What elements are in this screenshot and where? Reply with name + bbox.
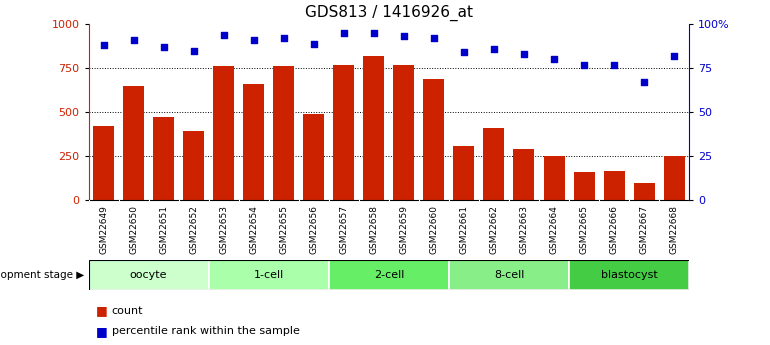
Bar — [329, 260, 449, 290]
Text: GSM22656: GSM22656 — [310, 205, 318, 254]
Bar — [569, 260, 689, 290]
Bar — [333, 65, 354, 200]
Text: GSM22664: GSM22664 — [550, 205, 558, 254]
Bar — [363, 56, 384, 200]
Point — [548, 57, 561, 62]
Text: count: count — [112, 306, 143, 315]
Text: GSM22649: GSM22649 — [99, 205, 108, 254]
Point — [217, 32, 229, 38]
Bar — [89, 260, 209, 290]
Point — [337, 30, 350, 36]
Text: development stage ▶: development stage ▶ — [0, 270, 85, 280]
Bar — [303, 114, 324, 200]
Bar — [153, 117, 174, 200]
Text: ■: ■ — [96, 325, 108, 338]
Bar — [243, 84, 264, 200]
Bar — [484, 128, 504, 200]
Text: 8-cell: 8-cell — [494, 270, 524, 280]
Bar — [574, 172, 594, 200]
Bar — [454, 146, 474, 200]
Text: oocyte: oocyte — [130, 270, 167, 280]
Bar — [213, 66, 234, 200]
Text: GSM22661: GSM22661 — [460, 205, 468, 254]
Bar — [634, 183, 654, 200]
Text: 2-cell: 2-cell — [373, 270, 404, 280]
Point — [638, 79, 650, 85]
Text: GSM22668: GSM22668 — [670, 205, 678, 254]
Bar — [544, 156, 564, 200]
Text: percentile rank within the sample: percentile rank within the sample — [112, 326, 300, 336]
Point — [368, 30, 380, 36]
Bar — [183, 131, 204, 200]
Text: GSM22662: GSM22662 — [490, 205, 498, 254]
Text: GSM22660: GSM22660 — [430, 205, 438, 254]
Point — [578, 62, 591, 67]
Bar — [93, 126, 114, 200]
Point — [127, 37, 140, 43]
Point — [517, 51, 530, 57]
Text: GSM22653: GSM22653 — [219, 205, 228, 254]
Bar — [604, 171, 624, 200]
Point — [277, 36, 290, 41]
Bar — [123, 86, 144, 200]
Bar — [393, 65, 414, 200]
Text: 1-cell: 1-cell — [253, 270, 284, 280]
Text: GSM22651: GSM22651 — [159, 205, 168, 254]
Text: GSM22650: GSM22650 — [129, 205, 138, 254]
Point — [248, 37, 260, 43]
Point — [457, 50, 470, 55]
Text: GSM22654: GSM22654 — [249, 205, 258, 254]
Text: GSM22659: GSM22659 — [400, 205, 408, 254]
Point — [157, 44, 169, 50]
Text: GSM22667: GSM22667 — [640, 205, 648, 254]
Point — [608, 62, 621, 67]
Text: ■: ■ — [96, 304, 108, 317]
Bar — [449, 260, 569, 290]
Bar — [664, 156, 685, 200]
Point — [97, 42, 110, 48]
Text: GSM22663: GSM22663 — [520, 205, 528, 254]
Bar — [209, 260, 329, 290]
Point — [397, 34, 410, 39]
Point — [188, 48, 200, 53]
Text: GSM22655: GSM22655 — [280, 205, 288, 254]
Text: GSM22658: GSM22658 — [370, 205, 378, 254]
Point — [488, 46, 500, 51]
Text: GSM22657: GSM22657 — [340, 205, 348, 254]
Point — [428, 36, 440, 41]
Text: GSM22666: GSM22666 — [610, 205, 618, 254]
Point — [307, 41, 320, 46]
Point — [668, 53, 681, 59]
Text: GSM22665: GSM22665 — [580, 205, 588, 254]
Text: blastocyst: blastocyst — [601, 270, 658, 280]
Bar — [514, 149, 534, 200]
Bar — [424, 79, 444, 200]
Bar — [273, 66, 294, 200]
Title: GDS813 / 1416926_at: GDS813 / 1416926_at — [305, 5, 473, 21]
Text: GSM22652: GSM22652 — [189, 205, 198, 254]
